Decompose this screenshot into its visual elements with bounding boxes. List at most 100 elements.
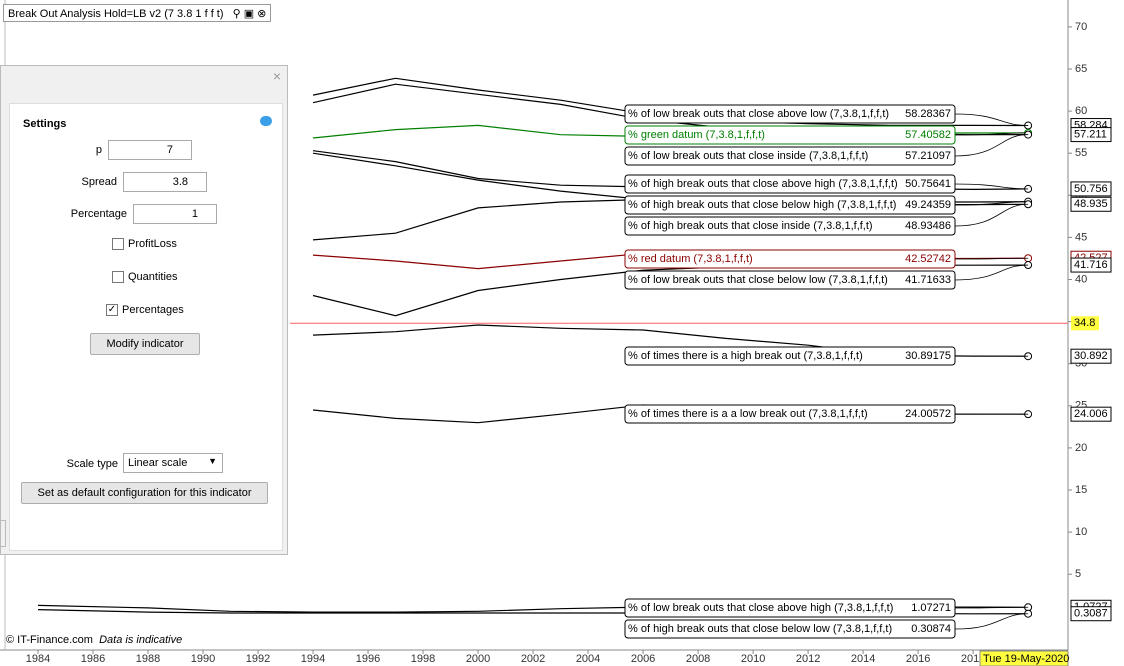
copyright: © IT-Finance.com (6, 634, 93, 646)
checkbox[interactable]: Quantities (112, 271, 178, 284)
label-connector (954, 257, 1029, 260)
x-tick-label: 2004 (576, 653, 600, 665)
y-tick-label: 10 (1075, 526, 1087, 538)
x-tick-label: 1994 (301, 653, 325, 665)
series-name: % of high break outs that close inside (… (628, 220, 873, 232)
x-tick-label: 1986 (81, 653, 105, 665)
label-connector (954, 203, 1029, 227)
series-value: 24.00572 (905, 408, 951, 420)
scale-select[interactable]: Linear scale ▼ (123, 453, 223, 473)
label-group: % of low break outs that close above low… (624, 104, 1112, 639)
indicator-title[interactable]: Break Out Analysis Hold=LB v2 (7 3.8 1 f… (3, 4, 272, 22)
y-tick-label: 60 (1075, 105, 1087, 117)
x-tick-label: 1988 (136, 653, 160, 665)
check-box[interactable]: ✓ (106, 304, 118, 317)
y-tick-label: 70 (1075, 21, 1087, 33)
x-tick-label: 1992 (246, 653, 270, 665)
series-name: % red datum (7,3.8,1,f,f,t) (628, 253, 753, 265)
series-value: 1.07271 (911, 602, 951, 614)
x-tick-label: 2002 (521, 653, 545, 665)
series-label-box (624, 146, 956, 166)
axis-tag-label: 30.892 (1074, 350, 1108, 362)
settings-panel: × Settings p 7 Spread 3.8 Percentage 1 P… (0, 65, 288, 555)
modify-button[interactable]: Modify indicator (90, 333, 200, 355)
x-tick-label: 1996 (356, 653, 380, 665)
y-tick-label: 65 (1075, 63, 1087, 75)
reference-tag-label: 34.8 (1074, 317, 1095, 329)
checkbox[interactable]: ✓ Percentages (106, 304, 184, 317)
series-name: % of high break outs that close below lo… (628, 623, 892, 635)
close-button[interactable]: × (272, 68, 281, 84)
axis-tag-label: 57.211 (1074, 128, 1107, 140)
series-value: 57.40582 (905, 129, 951, 141)
title-icons[interactable]: ⚲ ▣ ⊗ (232, 8, 267, 20)
cursor-label: Tue 19-May-2020 (983, 653, 1069, 665)
series-name: % of low break outs that close above hig… (628, 602, 893, 614)
series-label-box (624, 270, 956, 290)
axis-tag (1070, 348, 1112, 364)
checkbox-label: Percentages (122, 304, 184, 316)
y-tick-label: 45 (1075, 231, 1087, 243)
x-tick-label: 2012 (796, 653, 820, 665)
x-tick-label: 2016 (906, 653, 930, 665)
x-tick-label: 1998 (411, 653, 435, 665)
footer: © IT-Finance.com Data is indicative (6, 634, 182, 646)
series-label-box (624, 404, 956, 424)
percentage-input[interactable]: 1 (133, 204, 217, 224)
series-name: % of times there is a a low break out (7… (628, 408, 868, 420)
series-label-box (624, 195, 956, 215)
check-box[interactable] (112, 238, 124, 251)
p-label: p (95, 144, 102, 156)
label-connector (954, 201, 1029, 206)
series-name: % of high break outs that close above hi… (628, 178, 898, 190)
label-connector (954, 613, 1029, 630)
checkbox[interactable]: ProfitLoss (112, 238, 177, 251)
series-value: 50.75641 (905, 178, 951, 190)
series-value: 42.52742 (905, 253, 951, 265)
x-tick-label: 2008 (686, 653, 710, 665)
panel-edge (0, 520, 6, 547)
series-name: % green datum (7,3.8,1,f,f,t) (628, 129, 765, 141)
default-button[interactable]: Set as default configuration for this in… (21, 482, 268, 504)
series-label-box (624, 104, 956, 124)
label-connector (954, 132, 1029, 136)
series-label-box (624, 598, 956, 618)
label-connector (954, 134, 1029, 157)
series-name: % of times there is a high break out (7,… (628, 350, 863, 362)
settings-body: Settings p 7 Spread 3.8 Percentage 1 Pro… (9, 103, 283, 551)
x-tick-label: 2006 (631, 653, 655, 665)
series-label-box (624, 125, 956, 145)
spread-input[interactable]: 3.8 (123, 172, 207, 192)
note: Data is indicative (99, 634, 183, 646)
series-name: % of low break outs that close below low… (628, 274, 888, 286)
axis-tag (1070, 181, 1112, 197)
axis-tag (1070, 606, 1112, 622)
axis-tag (1070, 127, 1112, 143)
axis-tag-label: 41.716 (1074, 259, 1108, 271)
y-tick-label: 5 (1075, 568, 1081, 580)
check-box[interactable] (112, 271, 124, 284)
label-connector (954, 264, 1029, 281)
series-value: 0.30874 (911, 623, 951, 635)
series-value: 48.93486 (905, 220, 951, 232)
x-tick-label: 2014 (851, 653, 875, 665)
axis-tag (1070, 406, 1112, 422)
series-label-box (624, 249, 956, 269)
scale-value: Linear scale (128, 457, 188, 469)
p-input[interactable]: 7 (108, 140, 192, 160)
percentage-label: Percentage (70, 208, 127, 220)
checkbox-label: ProfitLoss (128, 238, 177, 250)
axis-tag (1070, 257, 1112, 273)
axis-tag-label: 50.756 (1074, 183, 1108, 195)
series-name: % of low break outs that close inside (7… (628, 150, 868, 162)
axis-tag-label: 24.006 (1074, 408, 1108, 420)
y-tick-label: 20 (1075, 442, 1087, 454)
x-tick-label: 2000 (466, 653, 490, 665)
y-tick-label: 15 (1075, 484, 1087, 496)
label-connector (954, 183, 1029, 190)
help-icon[interactable] (260, 116, 272, 126)
label-connector (954, 606, 1029, 609)
axis-tag-label: 48.935 (1074, 198, 1108, 210)
